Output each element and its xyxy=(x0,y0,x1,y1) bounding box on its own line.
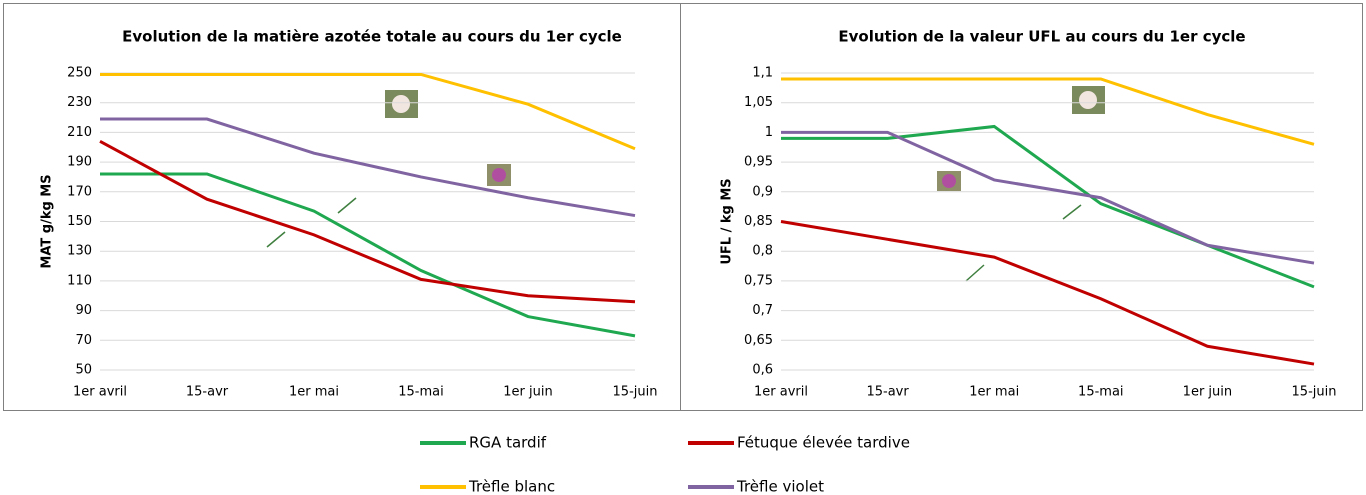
y-tick-label: 0,7 xyxy=(752,303,773,318)
series-line xyxy=(100,74,635,148)
x-tick-label: 1er mai xyxy=(969,385,1019,400)
x-tick-label: 15-avr xyxy=(866,385,909,400)
y-tick-label: 90 xyxy=(75,303,92,318)
chart-title: Evolution de la matière azotée totale au… xyxy=(122,28,622,46)
series-line xyxy=(100,174,635,336)
y-tick-label: 250 xyxy=(67,66,92,81)
series-line xyxy=(781,222,1314,365)
legend-label: Fétuque élevée tardive xyxy=(737,434,910,452)
y-tick-label: 1,05 xyxy=(744,95,773,110)
x-tick-label: 1er avril xyxy=(73,385,127,400)
y-tick-label: 0,6 xyxy=(752,363,773,378)
series-line xyxy=(781,132,1314,263)
chart-title: Evolution de la valeur UFL au cours du 1… xyxy=(838,28,1245,46)
y-tick-label: 170 xyxy=(67,184,92,199)
y-tick-label: 1,1 xyxy=(752,66,773,81)
y-tick-label: 210 xyxy=(67,125,92,140)
icon-flower xyxy=(487,164,511,186)
icon-flower xyxy=(1072,86,1105,114)
x-tick-label: 15-avr xyxy=(186,385,229,400)
x-tick-label: 1er juin xyxy=(503,385,552,400)
y-tick-label: 70 xyxy=(75,333,92,348)
icon-flower xyxy=(385,90,418,118)
y-tick-label: 0,95 xyxy=(744,155,773,170)
y-tick-label: 190 xyxy=(67,155,92,170)
icon-grass xyxy=(267,198,1081,281)
x-tick-label: 15-mai xyxy=(398,385,443,400)
x-tick-label: 15-mai xyxy=(1078,385,1123,400)
series-line xyxy=(781,79,1314,144)
legend-label: Trèfle violet xyxy=(736,478,824,495)
page: Evolution de la matière azotée totale au… xyxy=(0,0,1366,495)
y-tick-label: 0,85 xyxy=(744,214,773,229)
y-tick-label: 0,9 xyxy=(752,184,773,199)
y-axis-label: UFL / kg MS xyxy=(720,178,735,264)
y-tick-label: 110 xyxy=(67,273,92,288)
x-tick-label: 1er juin xyxy=(1183,385,1232,400)
x-tick-label: 15-juin xyxy=(1292,385,1337,400)
y-tick-label: 130 xyxy=(67,244,92,259)
x-tick-label: 15-juin xyxy=(613,385,658,400)
x-tick-label: 1er mai xyxy=(289,385,339,400)
y-tick-label: 50 xyxy=(75,363,92,378)
y-tick-label: 0,75 xyxy=(744,273,773,288)
y-tick-label: 150 xyxy=(67,214,92,229)
y-tick-label: 230 xyxy=(67,95,92,110)
legend-label: Trèfle blanc xyxy=(468,478,555,495)
y-tick-label: 0,65 xyxy=(744,333,773,348)
y-axis-label: MAT g/kg MS xyxy=(40,174,55,268)
y-tick-label: 0,8 xyxy=(752,244,773,259)
series-line xyxy=(100,119,635,216)
y-tick-label: 1 xyxy=(765,125,773,140)
icon-flower xyxy=(937,171,961,191)
chart-frame xyxy=(681,4,1363,411)
series-line xyxy=(781,126,1314,286)
legend-label: RGA tardif xyxy=(469,434,547,452)
x-tick-label: 1er avril xyxy=(754,385,808,400)
